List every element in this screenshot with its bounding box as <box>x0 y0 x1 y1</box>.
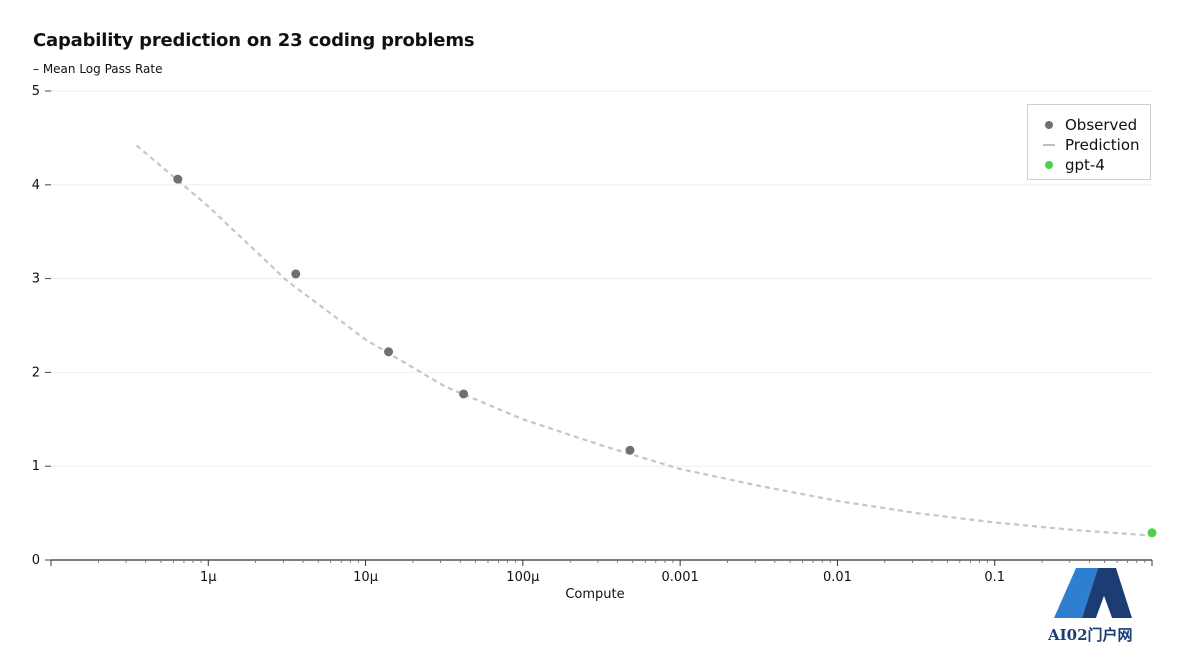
y-axis-label: – Mean Log Pass Rate <box>33 62 163 76</box>
y-axis: 0 1 2 3 4 5 <box>32 84 51 568</box>
observed-marker-icon <box>1045 121 1053 129</box>
x-tick-label: 0.001 <box>662 570 699 585</box>
prediction-line-icon <box>1043 144 1055 146</box>
observed-point <box>173 174 183 184</box>
y-tick-label: 1 <box>32 459 40 474</box>
y-tick-label: 0 <box>32 553 40 568</box>
gpt4-point <box>1147 528 1157 538</box>
grid-lines <box>51 90 1152 467</box>
legend-label-observed: Observed <box>1065 116 1138 134</box>
y-tick-label: 3 <box>32 272 40 287</box>
y-tick-label: 5 <box>32 84 40 99</box>
x-tick-label: 1μ <box>200 570 217 585</box>
x-tick-label: 0.1 <box>984 570 1005 585</box>
y-tick-label: 4 <box>32 178 40 193</box>
observed-point <box>291 269 301 279</box>
legend-item-prediction: Prediction <box>1042 135 1150 155</box>
watermark-logo-icon <box>1054 568 1132 618</box>
legend: Observed Prediction gpt-4 <box>1027 104 1151 180</box>
x-axis: 1μ 10μ 100μ 0.001 0.01 0.1 <box>50 559 1153 585</box>
legend-item-gpt4: gpt-4 <box>1042 155 1150 175</box>
chart-title: Capability prediction on 23 coding probl… <box>33 30 475 51</box>
prediction-line <box>135 144 1153 537</box>
legend-label-prediction: Prediction <box>1065 136 1140 154</box>
x-tick-label: 100μ <box>506 570 539 585</box>
watermark-text: AI02门户网 <box>1048 626 1133 644</box>
legend-label-gpt4: gpt-4 <box>1065 156 1105 174</box>
series-layer <box>135 144 1157 538</box>
observed-point <box>384 347 394 357</box>
y-tick-label: 2 <box>32 365 40 380</box>
x-axis-label: Compute <box>565 587 624 602</box>
gpt4-marker-icon <box>1045 161 1053 169</box>
x-tick-label: 10μ <box>353 570 378 585</box>
x-tick-label: 0.01 <box>823 570 852 585</box>
observed-point <box>459 389 469 399</box>
observed-point <box>625 445 635 455</box>
legend-item-observed: Observed <box>1042 115 1150 135</box>
